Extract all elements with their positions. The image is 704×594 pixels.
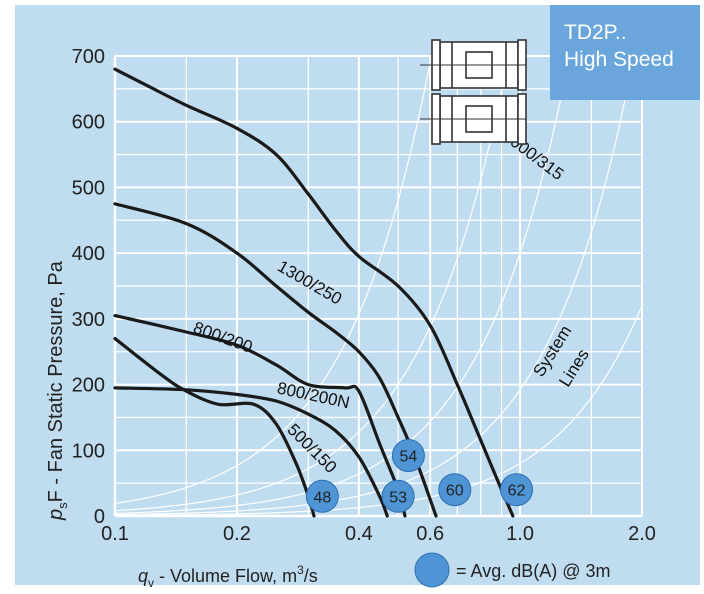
y-tick-label: 400 <box>72 243 105 265</box>
axis-ticks: 0 100 200 300 400 500 600 700 0.1 0.2 0.4 0.6 1.0 2.0 <box>72 46 656 545</box>
x-tick-label: 2.0 <box>628 523 656 545</box>
fan-curve-800-200N <box>113 386 389 518</box>
system-line <box>115 305 642 516</box>
noise-marker-60 <box>438 473 472 507</box>
x-tick-label: 0.1 <box>101 523 129 545</box>
x-label-text: - Volume Flow, m <box>154 566 297 586</box>
y-tick-label: 600 <box>72 112 105 134</box>
system-line <box>115 56 432 504</box>
fan-curve-1300-250 <box>113 202 438 518</box>
x-label-sub: v <box>148 576 154 590</box>
system-line <box>115 56 509 512</box>
noise-marker-label-60: 60 <box>446 483 464 500</box>
legend-text: = Avg. dB(A) @ 3m <box>456 561 611 581</box>
curve-label-1300-250: 1300/250 <box>274 257 345 309</box>
model-badge: TD2P.. High Speed <box>550 5 700 100</box>
y-tick-label: 300 <box>72 309 105 331</box>
noise-marker-label-53: 53 <box>389 489 407 506</box>
x-tick-label: 1.0 <box>506 523 534 545</box>
x-label-sup: 3 <box>297 563 304 577</box>
x-tick-label: 0.4 <box>345 523 373 545</box>
x-tick-label: 0.6 <box>416 523 444 545</box>
noise-marker-54 <box>391 439 425 473</box>
system-line <box>115 56 635 516</box>
grid-layer <box>113 55 643 518</box>
twin-fan-unit-icon <box>420 39 527 145</box>
fan-curve-2000-315 <box>113 67 515 518</box>
curve-label-800-200N: 800/200N <box>275 378 351 412</box>
x-label-var: q <box>138 566 148 586</box>
chart-panel <box>15 5 700 585</box>
noise-marker-label-54: 54 <box>399 449 417 466</box>
y-tick-label: 100 <box>72 440 105 462</box>
system-lines <box>115 56 642 516</box>
x-tick-label: 0.2 <box>223 523 251 545</box>
y-tick-label: 700 <box>72 46 105 68</box>
y-tick-label: 500 <box>72 177 105 199</box>
badge-model: TD2P.. <box>564 21 627 44</box>
noise-marker-62 <box>500 473 534 507</box>
noise-marker-48 <box>305 479 339 513</box>
noise-markers: 48 53 54 60 62 <box>305 439 534 513</box>
y-label-sub: s <box>55 502 70 509</box>
fan-curve-500-150 <box>113 336 316 518</box>
y-label-text: F - Fan Static Pressure, Pa <box>45 260 67 502</box>
y-tick-label: 200 <box>72 375 105 397</box>
noise-marker-53 <box>381 479 415 513</box>
y-label-var: p <box>45 509 67 521</box>
y-axis-label: psF - Fan Static Pressure, Pa <box>45 260 70 521</box>
x-label-tail: /s <box>304 566 318 586</box>
legend-marker-icon <box>414 552 450 588</box>
badge-speed: High Speed <box>564 48 674 71</box>
x-axis-label: qv - Volume Flow, m3/s <box>138 563 318 590</box>
system-line <box>115 56 570 514</box>
fan-curve-800-200 <box>113 313 407 518</box>
noise-marker-label-48: 48 <box>313 489 331 506</box>
curve-label-800-200: 800/200 <box>191 318 255 357</box>
y-tick-label: 0 <box>94 506 105 528</box>
fan-curves <box>113 67 515 518</box>
noise-marker-label-62: 62 <box>508 483 526 500</box>
